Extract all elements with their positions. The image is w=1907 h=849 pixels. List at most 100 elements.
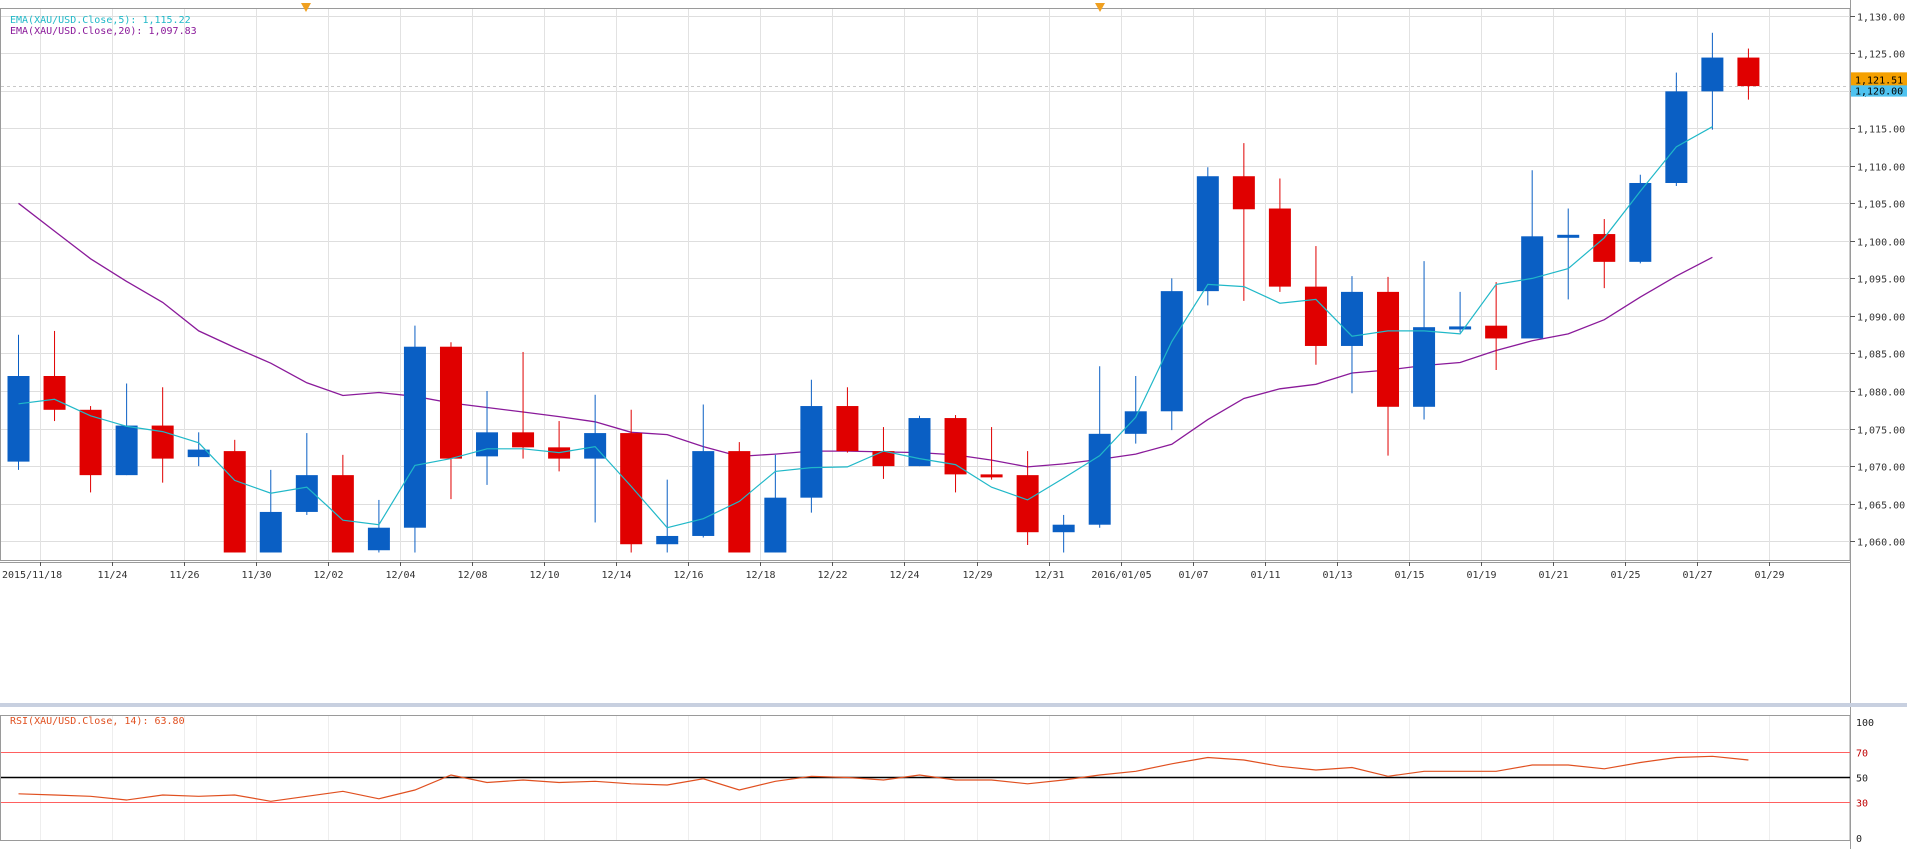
x-tick-label: 12/14 <box>601 570 631 581</box>
x-tick-label: 12/24 <box>889 570 919 581</box>
candle-body-down <box>1016 475 1039 533</box>
main-legend: EMA(XAU/USD.Close,5): 1,115.22EMA(XAU/US… <box>10 15 197 37</box>
candle-body-up <box>259 511 282 553</box>
candle <box>980 427 1003 480</box>
candle-body-up <box>1088 433 1111 525</box>
candle <box>403 325 426 553</box>
candle-body-up <box>1449 326 1472 330</box>
x-tick-label: 12/31 <box>1034 570 1064 581</box>
candle-body-up <box>476 432 499 457</box>
event-marker-icon <box>1095 3 1105 12</box>
x-tick-label: 11/26 <box>169 570 199 581</box>
candle <box>1449 291 1472 333</box>
candle <box>1196 167 1219 306</box>
y-tick-label: 1,115.00 <box>1857 125 1905 136</box>
candle <box>439 342 462 500</box>
candle-body-down <box>872 451 895 467</box>
x-tick-label: 11/24 <box>97 570 127 581</box>
candle <box>800 379 823 513</box>
x-tick-label: 2015/11/18 <box>2 570 62 581</box>
candle <box>836 387 859 453</box>
x-tick-label: 12/18 <box>745 570 775 581</box>
candle-body-down <box>512 432 535 448</box>
x-tick-label: 01/15 <box>1394 570 1424 581</box>
markers-layer <box>301 3 1105 12</box>
candle <box>1377 276 1400 456</box>
y-tick-label: 1,110.00 <box>1857 163 1905 174</box>
candle-body-down <box>223 451 246 553</box>
ema5-axis-badge <box>1851 84 1907 97</box>
candle-body-down <box>1593 234 1616 262</box>
candle-body-up <box>115 425 138 476</box>
candle <box>1665 72 1688 186</box>
x-tick-label: 12/02 <box>313 570 343 581</box>
candle-body-up <box>1629 182 1652 262</box>
ema5-layer <box>18 126 1713 529</box>
y-tick-label: 1,070.00 <box>1857 463 1905 474</box>
candle <box>79 406 102 493</box>
candle <box>1521 170 1544 339</box>
candle-body-up <box>1160 291 1183 412</box>
candle <box>367 499 390 553</box>
candle <box>295 433 318 515</box>
candle <box>223 439 246 553</box>
candle <box>908 415 931 467</box>
candle <box>656 479 679 553</box>
candle-body-down <box>620 433 643 545</box>
candle-body-down <box>1232 176 1255 210</box>
candle <box>620 409 643 553</box>
y-tick-label: 1,075.00 <box>1857 426 1905 437</box>
x-tick-label: 01/29 <box>1754 570 1784 581</box>
rsi-tick-label: 70 <box>1856 749 1868 760</box>
legend-entry: EMA(XAU/USD.Close,5): 1,115.22 <box>10 15 191 26</box>
candle <box>1701 32 1724 130</box>
candle <box>331 454 354 553</box>
candle <box>1052 514 1075 553</box>
candle-body-up <box>1521 236 1544 339</box>
rsi-panel: RSI(XAU/USD.Close, 14): 63.80 100 70 50 30 0 <box>1 716 1874 845</box>
candle-body-down <box>1268 208 1291 287</box>
ema5-axis-label: 1,120.00 <box>1855 87 1903 98</box>
last-price-label: 1,121.51 <box>1855 75 1903 86</box>
right-axis-bg <box>1850 0 1907 849</box>
x-tick-label: 01/25 <box>1610 570 1640 581</box>
x-tick-label: 11/30 <box>241 570 271 581</box>
candle <box>7 334 30 470</box>
candle-body-down <box>1485 325 1508 339</box>
candle-body-down <box>331 475 354 553</box>
candle <box>1413 261 1436 420</box>
candle-body-up <box>908 418 931 467</box>
candle-body-down <box>1737 57 1760 87</box>
x-tick-label: 01/07 <box>1178 570 1208 581</box>
candle-body-down <box>836 406 859 452</box>
candle-body-down <box>439 346 462 459</box>
y-tick-label: 1,065.00 <box>1857 501 1905 512</box>
candle <box>944 415 967 493</box>
y-tick-label: 1,105.00 <box>1857 200 1905 211</box>
candle <box>512 351 535 459</box>
candle-body-up <box>1665 91 1688 183</box>
candle <box>1340 276 1363 394</box>
candle <box>187 432 210 467</box>
x-tick-label: 2016/01/05 <box>1091 570 1151 581</box>
candle <box>1016 451 1039 545</box>
candle-body-up <box>1340 291 1363 346</box>
rsi-tick-label: 30 <box>1856 799 1868 810</box>
candle-body-down <box>79 409 102 476</box>
panel-separator <box>0 703 1907 707</box>
x-tick-label: 12/10 <box>529 570 559 581</box>
candle-body-down <box>980 474 1003 478</box>
candle-body-up <box>403 346 426 528</box>
y-tick-label: 1,085.00 <box>1857 350 1905 361</box>
y-tick-label: 1,095.00 <box>1857 275 1905 286</box>
candle-body-up <box>692 451 715 536</box>
candle <box>1304 246 1327 365</box>
candle <box>872 427 895 479</box>
candle <box>115 383 138 476</box>
candle-body-down <box>944 418 967 475</box>
candle <box>1629 174 1652 264</box>
last-price-badge <box>1851 72 1907 86</box>
candle-body-up <box>1413 327 1436 407</box>
candle-body-up <box>800 406 823 498</box>
